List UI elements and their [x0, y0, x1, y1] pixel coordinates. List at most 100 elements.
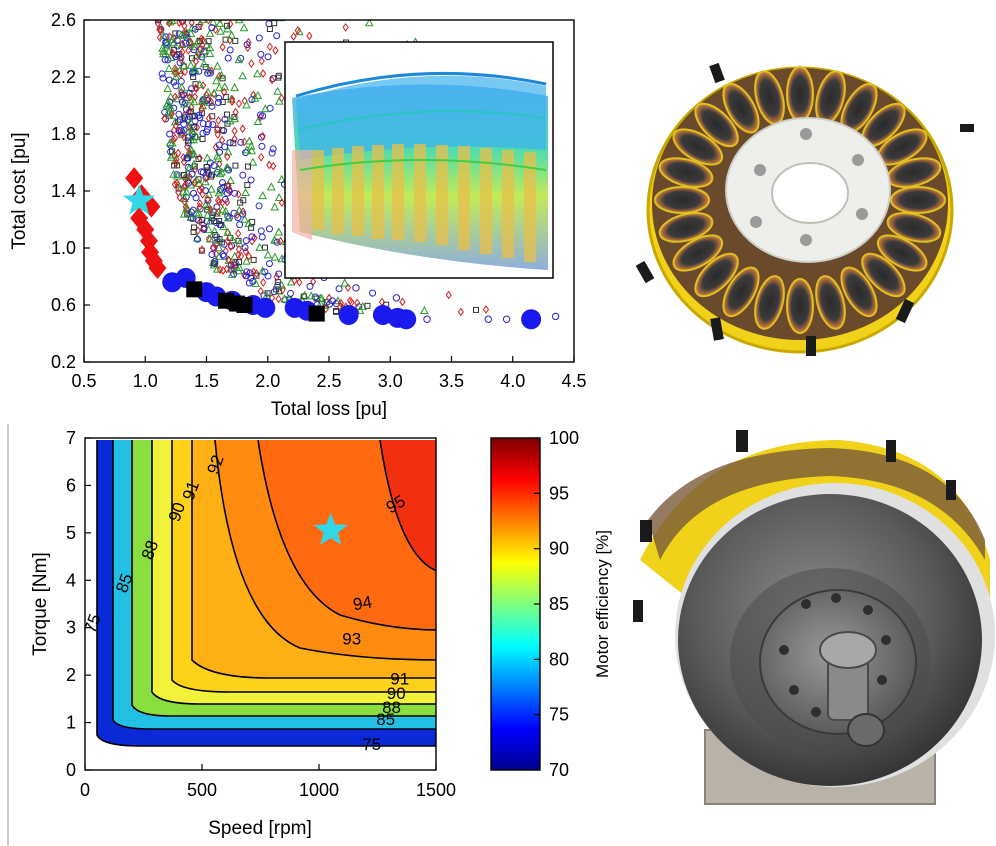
scatter-point [198, 20, 207, 24]
scatter-ticks: 0.5 1.0 1.5 2.0 2.5 3.0 3.5 4.0 4.5 0.2 0.6 1.0 1.4 1… [51, 10, 587, 391]
scatter-point [175, 127, 182, 137]
scatter-point [224, 54, 232, 62]
scatter-point [275, 270, 283, 278]
scatter-point [191, 178, 198, 187]
scatter-point [247, 274, 255, 282]
scatter-point [182, 187, 191, 196]
scatter-point [223, 227, 233, 236]
scatter-point [210, 162, 218, 170]
scatter-point [203, 125, 211, 133]
scatter-point [219, 251, 227, 259]
scatter-point [163, 38, 172, 47]
scatter-point [353, 298, 361, 308]
scatter-point [277, 254, 287, 263]
scatter-point [212, 232, 219, 239]
scatter-point [166, 20, 173, 28]
scatter-point [199, 189, 206, 199]
scatter-point [261, 20, 263, 22]
scatter-point [197, 168, 205, 176]
scatter-point [193, 235, 201, 243]
y-tick-label: 3 [66, 618, 76, 638]
scatter-point [179, 91, 187, 101]
scatter-point [259, 131, 266, 141]
scatter-point [235, 189, 242, 199]
stator-coil [786, 66, 814, 122]
efficiency-ticks: 0 500 1000 1500 0 1 2 3 4 5 6 7 [66, 428, 456, 800]
scatter-point [264, 290, 271, 297]
scatter-point [165, 138, 175, 147]
scatter-point [255, 202, 263, 210]
scatter-point [214, 195, 222, 205]
scatter-point [216, 218, 223, 225]
pareto-point-square [308, 305, 325, 322]
scatter-point [180, 193, 189, 203]
scatter-point [273, 86, 282, 95]
x-tick-label: 2.0 [255, 371, 280, 391]
scatter-point [258, 152, 265, 162]
scatter-point [255, 242, 264, 251]
scatter-point [205, 48, 215, 57]
scatter-point [306, 291, 316, 300]
scatter-point [185, 137, 192, 144]
scatter-point [300, 293, 307, 300]
scatter-point [269, 75, 276, 85]
scatter-point [185, 179, 193, 187]
y-tick-label: 7 [66, 428, 76, 448]
scatter-point [244, 163, 251, 170]
scatter-point [223, 213, 233, 222]
scatter-point [250, 256, 257, 263]
scatter-point [266, 42, 273, 52]
scatter-point [190, 64, 200, 73]
scatter-point [205, 20, 212, 25]
scatter-point [235, 244, 243, 254]
scatter-point [221, 115, 229, 123]
scatter-point [162, 33, 170, 41]
scatter-point [204, 195, 211, 204]
scatter-point [177, 20, 187, 21]
scatter-point [230, 270, 238, 278]
scatter-point [172, 82, 180, 90]
scatter-point [215, 20, 225, 27]
stator-coil [722, 266, 760, 318]
scatter-point [223, 264, 230, 274]
scatter-point [203, 97, 211, 105]
scatter-point [176, 20, 183, 28]
pareto-scatter-plot: 0.5 1.0 1.5 2.0 2.5 3.0 3.5 4.0 4.5 0.2 0.6 1.0 1.4 1… [9, 10, 587, 420]
scatter-point [251, 278, 261, 287]
scatter-point [344, 283, 352, 293]
scatter-point [296, 277, 303, 287]
scatter-point [279, 285, 286, 295]
scatter-point [266, 26, 273, 33]
scatter-point [245, 279, 253, 287]
colorbar-label: Motor efficiency [%] [593, 530, 612, 678]
stator-coil [672, 128, 724, 166]
scatter-point [207, 205, 214, 214]
scatter-point [243, 41, 251, 49]
scatter-point [234, 20, 244, 24]
scatter-point [219, 99, 226, 106]
scatter-point [257, 227, 265, 235]
scatter-point [216, 26, 225, 35]
scatter-point [163, 11, 168, 18]
scatter-point [189, 113, 196, 120]
scatter-point [177, 55, 185, 64]
scatter-point [175, 148, 182, 158]
y-tick-label: 0.6 [51, 295, 76, 315]
scatter-point [175, 110, 183, 118]
scatter-point [225, 181, 232, 190]
scatter-xlabel: Total loss [pu] [271, 399, 387, 420]
scatter-point [251, 233, 258, 243]
scatter-point [180, 132, 188, 142]
scatter-point [166, 32, 173, 42]
colorbar [490, 437, 541, 771]
scatter-point [180, 172, 187, 179]
scatter-point [210, 260, 217, 267]
scatter-point [235, 99, 243, 109]
stator-photo [635, 62, 974, 356]
scatter-point [189, 159, 199, 168]
scatter-point [280, 294, 289, 303]
scatter-point [196, 38, 203, 45]
scatter-point [217, 70, 226, 79]
y-tick-label: 2.6 [51, 10, 76, 30]
